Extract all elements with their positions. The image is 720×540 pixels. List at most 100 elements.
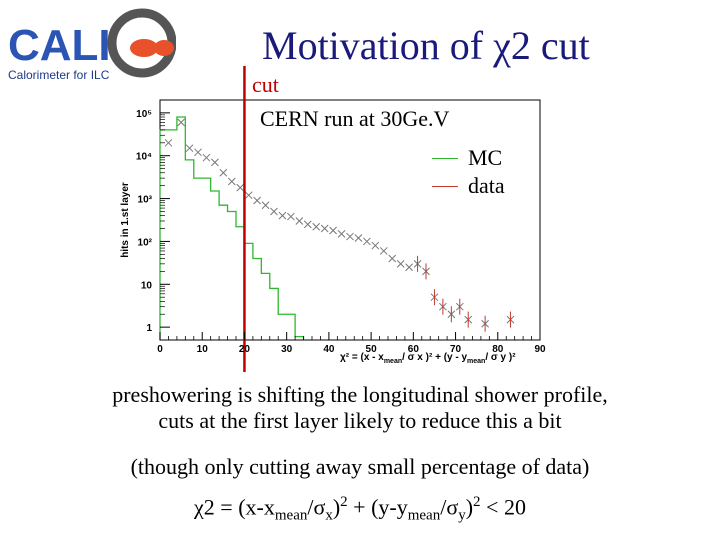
data-marker-stroke bbox=[194, 148, 202, 157]
x-tick-label: 70 bbox=[450, 344, 462, 355]
logo-letters: CALI bbox=[8, 21, 111, 70]
formula-sup: 2 bbox=[340, 494, 348, 510]
data-point bbox=[371, 241, 380, 250]
legend-swatch-data bbox=[432, 185, 458, 187]
data-marker-stroke bbox=[211, 158, 219, 167]
data-point bbox=[396, 259, 405, 268]
data-marker-stroke bbox=[227, 177, 236, 186]
formula-part: /σ bbox=[307, 494, 326, 520]
calice-logo: CALI bbox=[6, 8, 177, 88]
data-marker-stroke bbox=[261, 201, 270, 210]
x-tick-label: 20 bbox=[239, 344, 251, 355]
data-point bbox=[236, 183, 245, 192]
data-point bbox=[211, 158, 219, 167]
data-point bbox=[270, 207, 278, 216]
caption-line-3: (though only cutting away small percenta… bbox=[130, 454, 590, 479]
logo-dot bbox=[130, 39, 158, 57]
data-point bbox=[185, 144, 194, 153]
calice-logo-graphic: CALI bbox=[8, 8, 177, 78]
data-marker-stroke bbox=[177, 118, 185, 127]
data-point bbox=[506, 311, 515, 328]
data-point bbox=[287, 212, 295, 221]
data-marker-stroke bbox=[379, 247, 388, 255]
x-tick-label: 90 bbox=[534, 344, 546, 355]
data-marker-stroke bbox=[164, 138, 173, 147]
x-axis-label-part: mean bbox=[384, 358, 402, 365]
data-point bbox=[253, 196, 261, 205]
chi2-formula: χ2 = (x-xmean/σx)2 + (y-ymean/σy)2 < 20 bbox=[0, 494, 720, 525]
formula-sub: mean bbox=[274, 507, 308, 524]
logo-ring bbox=[107, 8, 177, 78]
data-marker-stroke bbox=[202, 153, 211, 162]
data-point bbox=[278, 211, 287, 220]
data-marker-stroke bbox=[337, 230, 346, 238]
data-marker-stroke bbox=[312, 222, 321, 231]
x-tick-label: 40 bbox=[323, 344, 335, 355]
data-point bbox=[202, 153, 211, 162]
x-axis-label-part: mean bbox=[467, 358, 485, 365]
formula-part: < 20 bbox=[480, 494, 526, 520]
data-point bbox=[295, 217, 304, 225]
formula-sub: x bbox=[325, 507, 333, 524]
data-point bbox=[455, 298, 464, 315]
data-point bbox=[413, 255, 422, 272]
formula-part: ) bbox=[332, 494, 341, 520]
formula-part: /σ bbox=[440, 494, 459, 520]
data-marker-stroke bbox=[244, 191, 253, 200]
data-marker-stroke bbox=[270, 207, 278, 216]
x-tick-label: 10 bbox=[197, 344, 209, 355]
y-tick-label: 1 bbox=[146, 323, 152, 334]
data-point bbox=[303, 220, 312, 229]
legend-swatch-mc bbox=[432, 157, 458, 159]
plot-frame bbox=[159, 99, 541, 341]
data-point bbox=[481, 315, 489, 332]
x-tick-label: 80 bbox=[492, 344, 504, 355]
logo-subtitle: Calorimeter for ILC bbox=[8, 68, 110, 82]
cut-label: cut bbox=[252, 72, 279, 97]
data-marker-stroke bbox=[185, 144, 194, 153]
data-marker-stroke bbox=[363, 237, 371, 246]
y-tick-label: 10³ bbox=[138, 195, 153, 206]
data-marker-stroke bbox=[396, 259, 405, 268]
logo-dot-2 bbox=[154, 40, 174, 56]
data-point bbox=[439, 298, 447, 315]
mc-histogram bbox=[159, 116, 305, 340]
data-point bbox=[354, 234, 363, 242]
data-point bbox=[164, 138, 173, 147]
data-marker-stroke bbox=[329, 226, 337, 235]
x-axis-label-part: χ² = (x - x bbox=[340, 352, 384, 363]
formula-sub: y bbox=[458, 507, 466, 524]
data-marker-stroke bbox=[236, 183, 245, 192]
x-tick-label: 30 bbox=[281, 344, 293, 355]
legend-entry-data: data bbox=[432, 172, 505, 200]
formula-part: ) bbox=[465, 494, 474, 520]
formula-part: χ2 = (x-x bbox=[194, 494, 275, 520]
data-marker-stroke bbox=[219, 168, 228, 177]
formula-sup: 2 bbox=[473, 494, 481, 510]
data-point bbox=[337, 230, 346, 238]
caption-line-1: preshowering is shifting the longitudina… bbox=[112, 382, 608, 407]
data-point bbox=[379, 247, 388, 255]
data-point bbox=[261, 201, 270, 210]
data-marker-stroke bbox=[405, 263, 413, 272]
data-point bbox=[312, 222, 321, 231]
y-axis-label: hits in 1.st layer bbox=[120, 182, 131, 258]
x-tick-label: 50 bbox=[366, 344, 378, 355]
data-point bbox=[430, 289, 439, 306]
legend: MC data bbox=[432, 144, 505, 200]
data-point bbox=[329, 226, 337, 235]
data-point bbox=[405, 263, 413, 272]
y-tick-label: 10⁴ bbox=[136, 152, 152, 163]
data-marker-stroke bbox=[253, 196, 261, 205]
data-point bbox=[177, 118, 185, 127]
y-tick-label: 10² bbox=[138, 237, 153, 248]
data-marker-stroke bbox=[295, 217, 304, 225]
legend-label-mc: MC bbox=[468, 145, 503, 170]
legend-entry-mc: MC bbox=[432, 144, 505, 172]
x-axis-label: χ² = (x - xmean/ σ x )² + (y - ymean/ σ … bbox=[340, 352, 516, 365]
data-point bbox=[447, 306, 456, 323]
data-marker-stroke bbox=[287, 212, 295, 221]
slide-title: Motivation of χ2 cut bbox=[262, 23, 590, 68]
data-marker-stroke bbox=[303, 220, 312, 229]
x-axis-label-part: / σ y )² bbox=[485, 352, 516, 363]
